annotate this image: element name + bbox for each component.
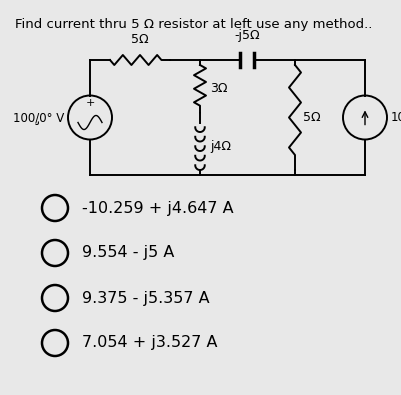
Text: 3Ω: 3Ω — [209, 82, 227, 95]
Text: 9.375 - j5.357 A: 9.375 - j5.357 A — [82, 290, 209, 305]
Text: Find current thru 5 Ω resistor at left use any method..: Find current thru 5 Ω resistor at left u… — [15, 18, 371, 31]
Text: 10/−30°A: 10/−30°A — [390, 111, 401, 124]
Text: -10.259 + j4.647 A: -10.259 + j4.647 A — [82, 201, 233, 216]
Text: 9.554 - j5 A: 9.554 - j5 A — [82, 246, 174, 260]
Text: +: + — [85, 98, 95, 109]
Text: -j5Ω: -j5Ω — [234, 29, 260, 42]
Text: 7.054 + j3.527 A: 7.054 + j3.527 A — [82, 335, 217, 350]
Text: 5Ω: 5Ω — [131, 33, 148, 46]
Text: 100/̡0° V: 100/̡0° V — [13, 111, 64, 124]
Text: 5Ω: 5Ω — [302, 111, 320, 124]
Text: j4Ω: j4Ω — [209, 140, 231, 153]
